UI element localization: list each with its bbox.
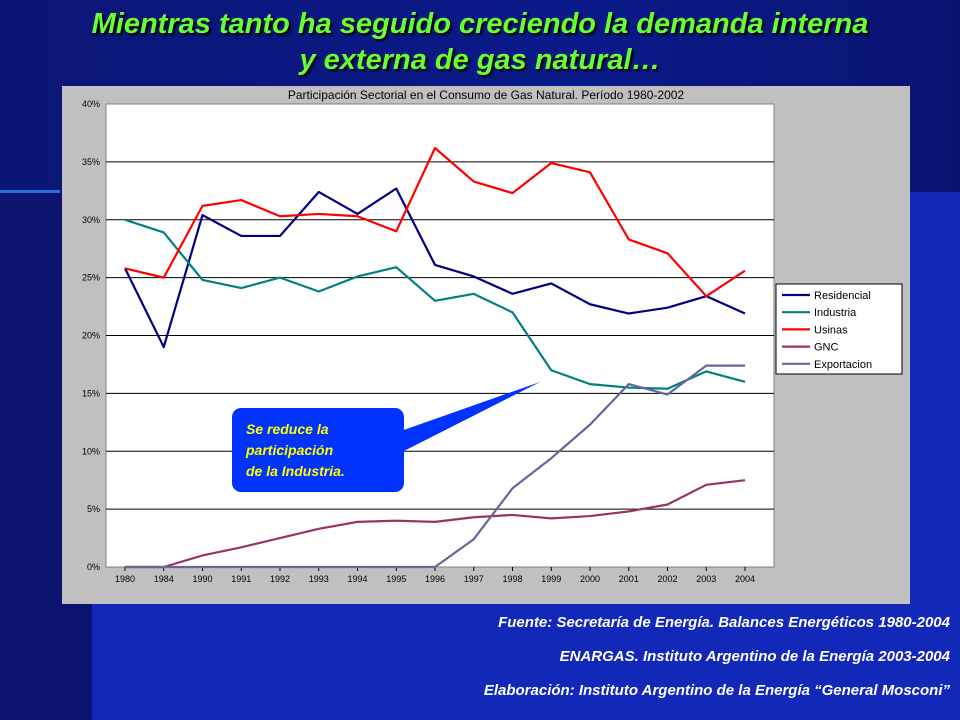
slide-title-line1: Mientras tanto ha seguido creciendo la d… — [91, 8, 869, 40]
callout-pointer — [398, 382, 540, 454]
y-tick-label: 30% — [82, 215, 100, 225]
y-tick-label: 40% — [82, 99, 100, 109]
callout-box — [232, 408, 404, 492]
slide-title: Mientras tanto ha seguido creciendo la d… — [0, 6, 960, 78]
x-tick-label: 2000 — [580, 574, 600, 584]
x-tick-label: 1992 — [270, 574, 290, 584]
slide-title-line2: y externa de gas natural… — [299, 44, 661, 76]
x-tick-label: 1995 — [386, 574, 406, 584]
x-tick-label: 1993 — [309, 574, 329, 584]
chart-title: Participación Sectorial en el Consumo de… — [287, 88, 685, 102]
y-tick-label: 20% — [82, 331, 100, 341]
x-tick-label: 1997 — [464, 574, 484, 584]
series-line-gnc — [125, 479, 746, 569]
callout-line3: de la Industria. — [246, 463, 345, 479]
source-line2: ENARGAS. Instituto Argentino de la Energ… — [559, 648, 950, 665]
background-accent-line — [0, 190, 60, 193]
y-tick-label: 10% — [82, 446, 100, 456]
x-tick-label: 2002 — [657, 574, 677, 584]
legend-label: Residencial — [814, 290, 871, 302]
callout-line2: participación — [245, 442, 333, 458]
y-tick-label: 5% — [87, 504, 100, 514]
chart-frame: Participación Sectorial en el Consumo de… — [62, 86, 910, 604]
x-tick-label: 2004 — [735, 574, 755, 584]
x-tick-label: 2001 — [619, 574, 639, 584]
x-tick-label: 1980 — [115, 574, 135, 584]
series-line-usinas — [124, 146, 746, 298]
series-line-exportacion — [125, 364, 745, 569]
legend-label: Usinas — [814, 324, 848, 336]
callout-line1: Se reduce la — [246, 421, 329, 437]
callout: Se reduce la participación de la Industr… — [232, 382, 540, 492]
x-tick-label: 1996 — [425, 574, 445, 584]
y-tick-label: 0% — [87, 562, 100, 572]
x-tick-label: 1998 — [502, 574, 522, 584]
y-tick-label: 25% — [82, 273, 100, 283]
legend-label: GNC — [814, 342, 839, 354]
x-tick-label: 2003 — [696, 574, 716, 584]
y-tick-label: 15% — [82, 388, 100, 398]
y-tick-label: 35% — [82, 157, 100, 167]
legend-label: Exportacion — [814, 359, 872, 371]
source-line1: Fuente: Secretaría de Energía. Balances … — [498, 614, 950, 631]
x-tick-label: 1984 — [154, 574, 174, 584]
x-tick-label: 1990 — [192, 574, 212, 584]
line-chart: 0% 5% 10% 15% 20% 25% 30% 35% 40% 1980 1984 1990 19… — [82, 99, 903, 584]
x-tick-label: 1999 — [541, 574, 561, 584]
series-line-residencial — [124, 187, 746, 349]
legend-label: Industria — [814, 307, 857, 319]
x-tick-label: 1994 — [347, 574, 367, 584]
x-tick-label: 1991 — [231, 574, 251, 584]
source-line3: Elaboración: Instituto Argentino de la E… — [483, 682, 950, 699]
